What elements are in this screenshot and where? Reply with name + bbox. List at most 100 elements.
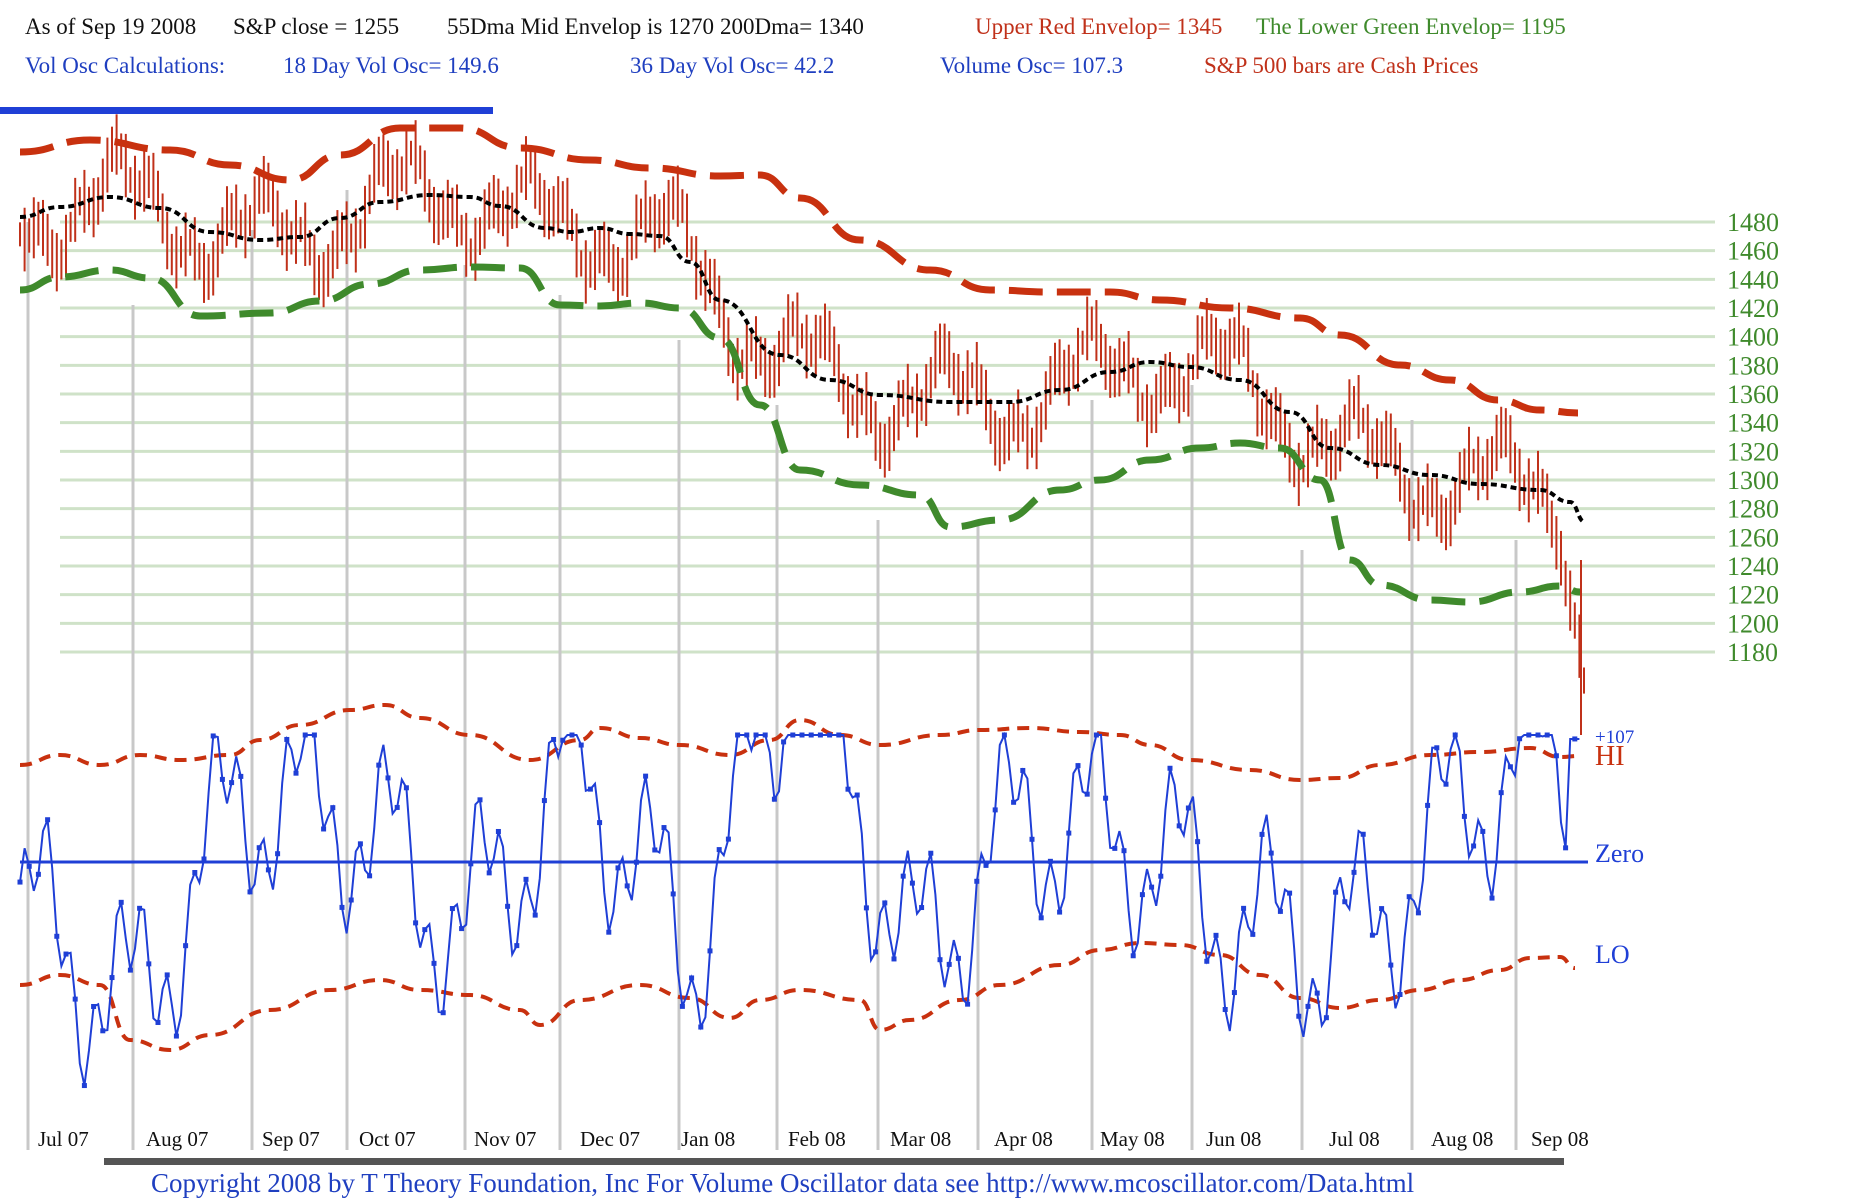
volume-osc-point	[440, 1010, 446, 1016]
volume-osc-point	[1195, 839, 1201, 845]
volume-osc-point	[330, 805, 336, 811]
volume-osc-point	[882, 900, 888, 906]
volume-osc-point	[183, 943, 189, 949]
volume-osc-point	[578, 742, 584, 748]
last-value-label: +107	[1595, 727, 1634, 748]
volume-osc-point	[965, 1001, 971, 1007]
volume-osc-point	[127, 967, 133, 973]
volume-osc-point	[1057, 909, 1063, 915]
volume-osc-point	[1461, 813, 1467, 819]
volume-osc-point	[1314, 990, 1320, 996]
price-tick-label: 1180	[1727, 638, 1778, 667]
volume-osc-point	[560, 737, 566, 743]
volume-osc-point	[247, 889, 253, 895]
volume-osc-point	[781, 739, 787, 745]
volume-osc-point	[449, 906, 455, 912]
price-tick-label: 1400	[1727, 323, 1779, 352]
volume-osc-point	[1231, 990, 1237, 996]
volume-osc-point	[1415, 910, 1421, 916]
month-label: Sep 07	[262, 1127, 320, 1151]
price-tick-label: 1380	[1727, 351, 1779, 380]
volume-osc-point	[1342, 899, 1348, 905]
volume-osc-point	[1360, 831, 1366, 837]
month-label: May 08	[1100, 1127, 1165, 1151]
month-label: Sep 08	[1531, 1127, 1589, 1151]
volume-osc-point	[1563, 845, 1569, 851]
volume-osc-point	[302, 732, 308, 738]
volume-osc-point	[1480, 828, 1486, 834]
volume-osc-point	[1011, 799, 1017, 805]
volume-osc-point	[339, 904, 345, 910]
month-label: Oct 07	[359, 1127, 416, 1151]
volume-osc-point	[928, 850, 934, 856]
volume-osc-point	[716, 847, 722, 853]
volume-osc-point	[1323, 1015, 1329, 1021]
volume-osc-point	[431, 960, 437, 966]
volume-osc-point	[26, 863, 32, 869]
volume-osc-point	[992, 807, 998, 813]
volume-osc-point	[854, 792, 860, 798]
volume-osc-point	[137, 905, 143, 911]
volume-osc-point	[689, 975, 695, 981]
volume-osc-point	[1020, 767, 1026, 773]
volume-osc-point	[1287, 890, 1293, 896]
volume-osc-point	[606, 929, 612, 935]
volume-osc-point	[1351, 869, 1357, 875]
volume-osc-point	[1139, 892, 1145, 898]
volume-osc-point	[1507, 764, 1513, 770]
volume-osc-point	[1544, 732, 1550, 738]
volume-osc-point	[1066, 830, 1072, 836]
volume-osc-point	[155, 1019, 161, 1025]
header-item: Upper Red Envelop= 1345	[975, 14, 1223, 39]
month-label: Aug 08	[1431, 1127, 1493, 1151]
price-axis-labels: 1480146014401420140013801360134013201300…	[1727, 208, 1779, 667]
price-tick-label: 1220	[1727, 581, 1779, 610]
month-label: Jul 07	[38, 1127, 89, 1151]
header-item: 200Dma= 1340	[720, 14, 864, 39]
volume-osc-point	[413, 920, 419, 926]
volume-osc-point	[109, 975, 115, 981]
volume-osc-point	[652, 847, 658, 853]
envelopes	[19, 124, 1586, 606]
volume-osc-point	[1213, 932, 1219, 938]
price-tick-label: 1440	[1727, 265, 1779, 294]
volume-osc-point	[661, 825, 667, 831]
volume-osc-point	[1029, 836, 1035, 842]
volume-osc-point	[219, 776, 225, 782]
volume-osc-point	[532, 912, 538, 918]
price-gridlines	[60, 220, 1715, 654]
header-item: The Lower Green Envelop= 1195	[1256, 14, 1566, 39]
volume-osc-point	[1185, 805, 1191, 811]
volume-osc-point	[707, 948, 713, 954]
lower-green-envelope	[19, 263, 1581, 606]
volume-osc-point	[45, 817, 51, 823]
volume-osc-point	[394, 804, 400, 810]
time-lines	[26, 190, 1518, 1150]
price-tick-label: 1320	[1727, 437, 1779, 466]
volume-osc-point	[146, 961, 152, 967]
volume-osc-point	[54, 933, 60, 939]
volume-osc-point	[1259, 831, 1265, 837]
volume-osc-point	[1112, 845, 1118, 851]
header-item: 55Dma Mid Envelop is 1270	[447, 14, 715, 39]
volume-osc-line	[19, 731, 1580, 1086]
volume-osc-point	[385, 775, 391, 781]
volume-osc-point	[422, 927, 428, 933]
volume-osc-point	[744, 732, 750, 738]
volume-osc-point	[946, 961, 952, 967]
volume-osc-point	[459, 926, 465, 932]
volume-osc-point	[1425, 802, 1431, 808]
volume-osc-point	[1075, 763, 1081, 769]
month-label: Jun 08	[1206, 1127, 1261, 1151]
volume-osc-point	[808, 732, 814, 738]
month-label: Aug 07	[146, 1127, 208, 1151]
volume-osc-point	[679, 1003, 685, 1009]
top-blue-bar	[0, 107, 493, 114]
volume-osc-point	[725, 836, 731, 842]
volume-osc-point	[597, 820, 603, 826]
volume-osc-point	[63, 951, 69, 957]
volume-osc-point	[311, 732, 317, 738]
price-bars	[19, 114, 1585, 735]
volume-osc-point	[173, 1033, 179, 1039]
